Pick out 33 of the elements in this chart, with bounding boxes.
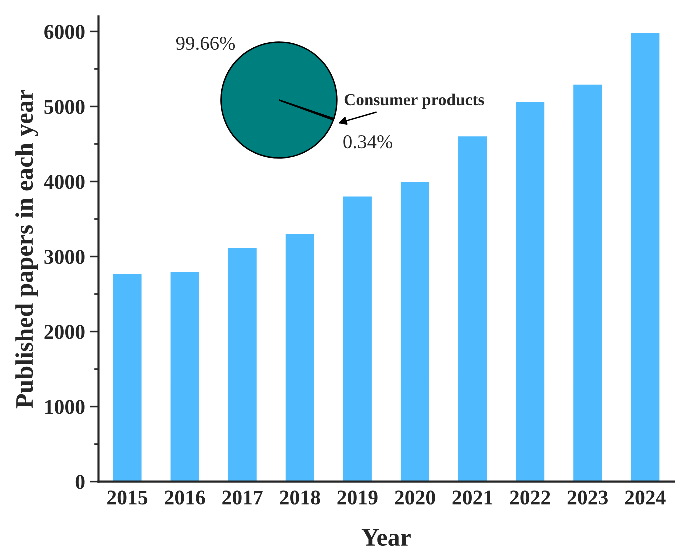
x-tick-label: 2016	[165, 490, 206, 505]
slice-label: Consumer products	[344, 94, 484, 109]
data-label: 99.66%	[176, 36, 236, 50]
pie-slice	[278, 100, 335, 121]
y-tick-label: 3000	[44, 250, 85, 264]
y-tick-label: 2000	[44, 325, 85, 340]
x-tick-label: 2023	[568, 490, 608, 505]
bar	[169, 271, 201, 482]
bar	[112, 272, 144, 482]
y-tick-label: 5000	[44, 100, 85, 114]
x-tick-label: 2021	[452, 490, 493, 505]
y-tick-label: 1000	[46, 400, 85, 414]
bar	[284, 232, 316, 482]
x-tick-label: 2018	[280, 490, 320, 505]
x-tick-label: 2022	[510, 490, 550, 505]
bar	[572, 84, 604, 482]
bar	[457, 135, 488, 482]
bar	[226, 247, 258, 482]
bar	[514, 100, 546, 482]
x-axis-title: Year	[362, 529, 411, 546]
bar	[342, 195, 374, 482]
x-tick-label: 2024	[625, 490, 666, 505]
bar	[400, 181, 431, 482]
y-axis-title: Published papers in each year	[16, 90, 38, 409]
x-tick-label: 2020	[395, 490, 436, 505]
bar	[630, 32, 662, 482]
data-label: 0.34%	[344, 135, 392, 149]
x-tick-label: 2017	[222, 490, 263, 505]
y-tick-label: 6000	[44, 25, 85, 40]
x-tick-label: 2015	[108, 490, 148, 505]
x-tick-label: 2019	[338, 490, 378, 505]
y-tick-label: 4000	[44, 175, 85, 190]
y-tick-label: 0	[76, 475, 85, 490]
